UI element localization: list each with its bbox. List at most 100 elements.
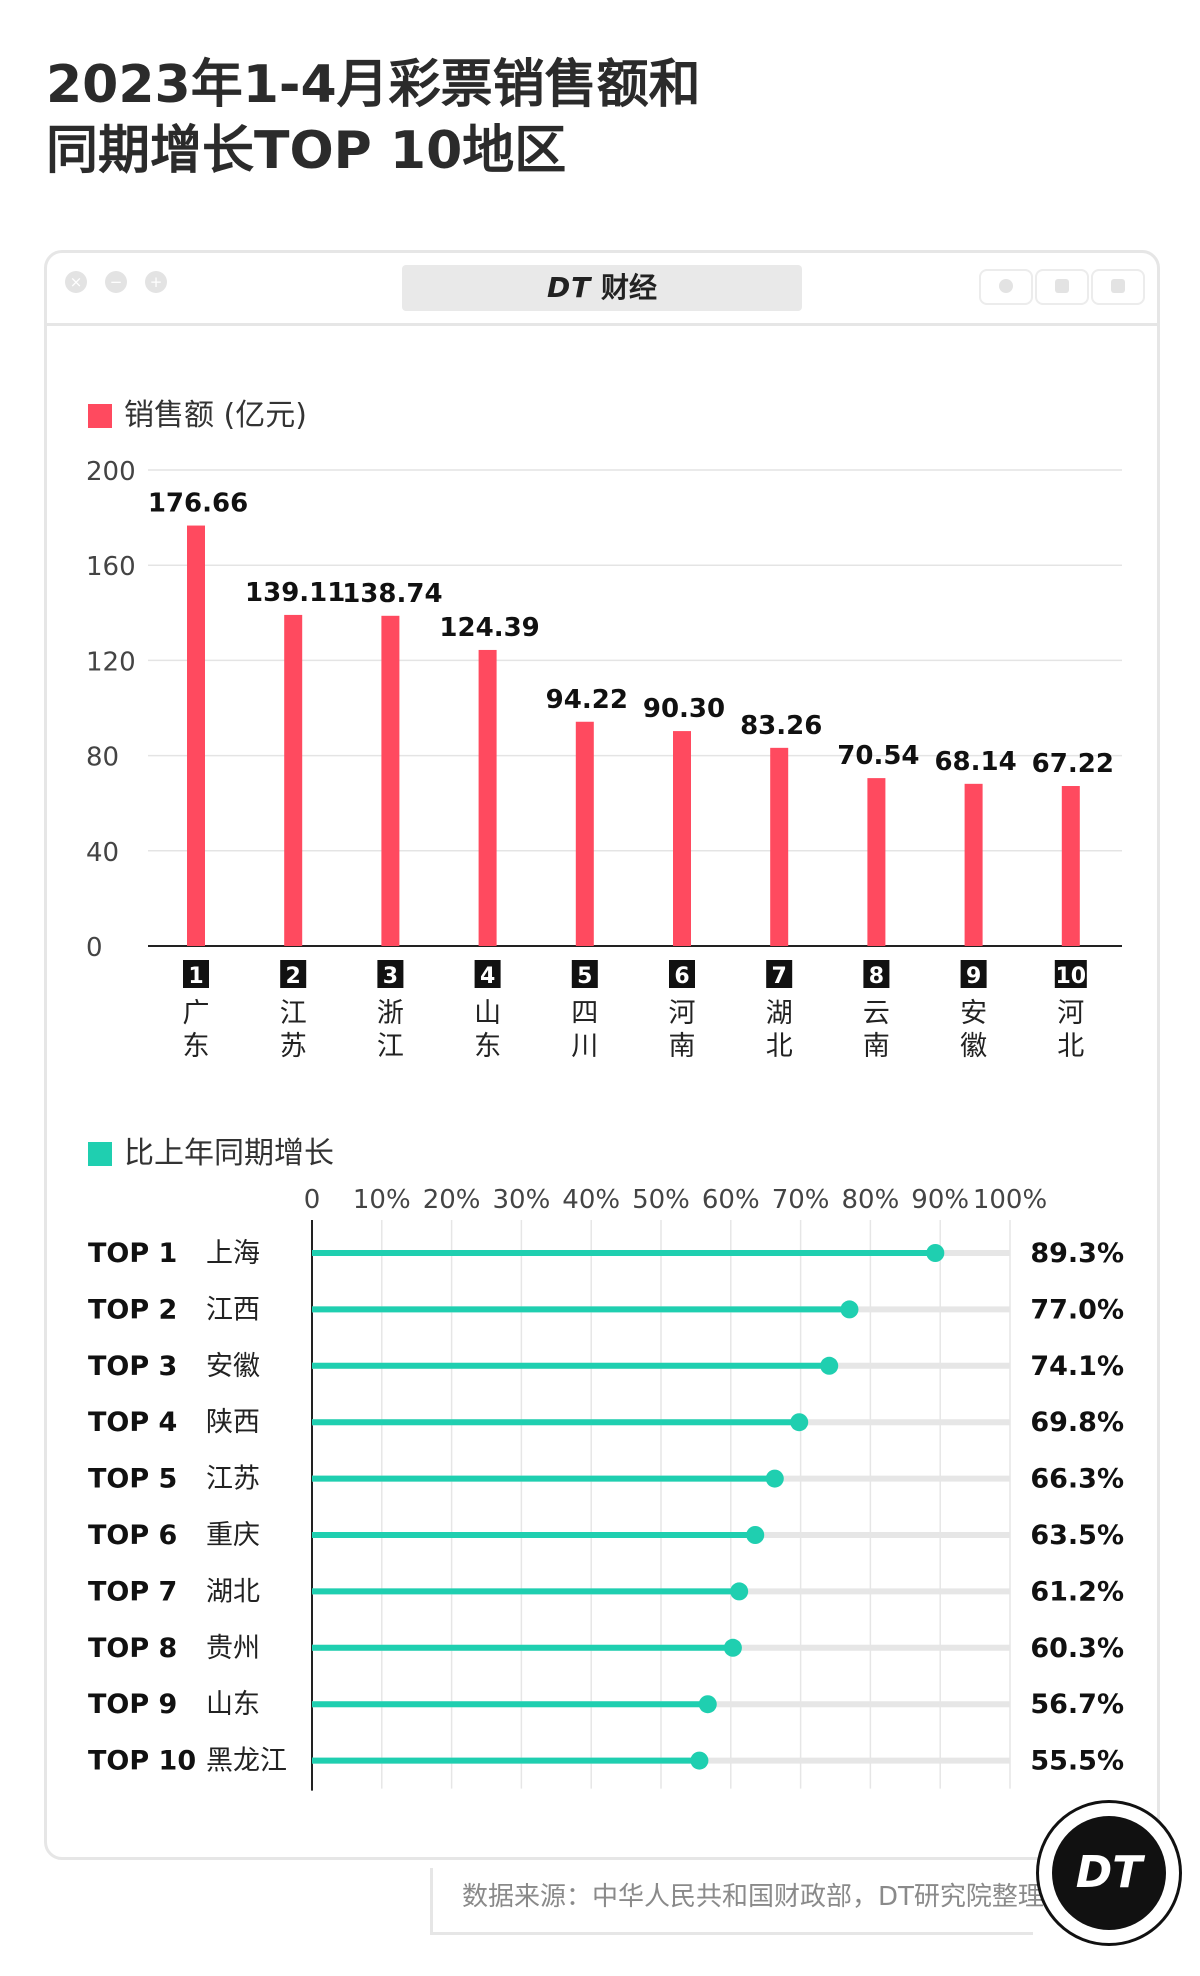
- rank-box: [960, 960, 987, 988]
- growth-value-label: 63.5%: [1030, 1520, 1124, 1551]
- title-line-2: 同期增长TOP 10地区: [46, 121, 567, 181]
- category-label-char: 南: [863, 1031, 890, 1062]
- dt-logo: DT: [546, 271, 592, 304]
- bar-legend-swatch: [88, 404, 112, 428]
- x-tick-label: 30%: [493, 1185, 551, 1215]
- rank-box: [377, 960, 404, 988]
- region-label: 重庆: [206, 1520, 260, 1551]
- bar-value-label: 67.22: [1032, 749, 1114, 779]
- growth-value-label: 56.7%: [1030, 1689, 1124, 1720]
- rank-number: 7: [772, 964, 787, 989]
- source-box: [430, 1868, 1033, 1935]
- lollipop-dot: [746, 1526, 765, 1544]
- rank-label: TOP 7: [88, 1576, 177, 1607]
- region-label: 安徽: [206, 1351, 260, 1382]
- growth-value-label: 66.3%: [1030, 1464, 1124, 1495]
- region-label: 贵州: [206, 1633, 260, 1664]
- rank-box: [766, 960, 793, 988]
- dt-badge: DT: [1036, 1800, 1182, 1946]
- growth-value-label: 77.0%: [1030, 1294, 1124, 1325]
- category-label-char: 北: [766, 1031, 793, 1062]
- bar-value-label: 94.22: [546, 685, 628, 715]
- rank-number: 6: [674, 964, 689, 989]
- lollipop-dot: [790, 1413, 809, 1432]
- y-tick-label: 120: [86, 647, 136, 677]
- bar: [187, 525, 205, 946]
- maximize-icon[interactable]: +: [145, 271, 167, 293]
- rank-label: TOP 4: [88, 1407, 177, 1438]
- x-tick-label: 100%: [973, 1185, 1047, 1215]
- category-label-char: 川: [571, 1031, 598, 1062]
- dt-badge-logo: DT: [1052, 1816, 1166, 1930]
- bar-value-label: 70.54: [837, 741, 919, 771]
- bar: [964, 783, 983, 946]
- share-icon[interactable]: [1035, 269, 1089, 305]
- y-tick-label: 40: [86, 838, 119, 868]
- bar: [1061, 786, 1080, 946]
- minimize-icon[interactable]: −: [105, 271, 127, 293]
- category-label-char: 江: [377, 1031, 404, 1062]
- bar: [867, 778, 886, 946]
- rank-number: 10: [1055, 964, 1086, 989]
- growth-value-label: 55.5%: [1030, 1746, 1124, 1777]
- bar-legend: 销售额 (亿元): [88, 390, 307, 434]
- y-tick-label: 0: [86, 933, 103, 963]
- lollipop-dot: [765, 1469, 784, 1488]
- x-tick-label: 40%: [562, 1185, 620, 1215]
- rank-number: 9: [966, 964, 981, 989]
- region-label: 上海: [206, 1238, 260, 1269]
- record-icon[interactable]: [979, 269, 1033, 305]
- lollipop-dot: [723, 1638, 742, 1657]
- category-label-char: 四: [571, 998, 598, 1029]
- region-label: 江西: [206, 1294, 260, 1325]
- rank-number: 2: [286, 964, 301, 989]
- x-tick-label: 10%: [353, 1185, 411, 1215]
- x-tick-label: 20%: [423, 1185, 481, 1215]
- lollipop-dot: [840, 1300, 859, 1319]
- rank-box: [1054, 960, 1087, 988]
- region-label: 湖北: [206, 1576, 260, 1607]
- bar: [770, 747, 789, 946]
- growth-legend-label: 比上年同期增长: [124, 1136, 334, 1171]
- category-label-char: 江: [280, 998, 307, 1029]
- growth-legend: 比上年同期增长: [88, 1128, 334, 1172]
- bar-value-label: 124.39: [439, 613, 539, 643]
- growth-chart: 0 10% 20% 30% 40% 50% 60% 70% 80% 90% 100% TOP 1 上海 8…: [88, 1185, 1124, 1791]
- bar: [381, 615, 400, 946]
- rank-label: TOP 9: [88, 1689, 177, 1720]
- region-label: 山东: [206, 1689, 260, 1720]
- rank-box: [669, 960, 695, 988]
- category-label-char: 云: [863, 998, 890, 1029]
- copy-icon[interactable]: [1091, 269, 1145, 305]
- rank-label: TOP 1: [88, 1238, 177, 1269]
- category-label-char: 南: [669, 1031, 696, 1062]
- bar-value-label: 176.66: [148, 489, 248, 519]
- window-titlebar: × − + DT 财经: [47, 253, 1157, 326]
- source-note: 数据来源：中华人民共和国财政部，DT研究院整理: [462, 1882, 1044, 1912]
- rank-number: 8: [869, 964, 884, 989]
- y-tick-label: 160: [86, 552, 136, 582]
- bar: [575, 721, 594, 946]
- category-label-char: 东: [474, 1031, 501, 1062]
- category-label-char: 山: [474, 998, 501, 1029]
- bar-value-label: 90.30: [643, 694, 725, 724]
- category-label-char: 苏: [280, 1031, 307, 1062]
- rank-label: TOP 10: [88, 1746, 196, 1777]
- lollipop-dot: [926, 1244, 945, 1262]
- growth-legend-swatch: [88, 1142, 112, 1166]
- bar-legend-label: 销售额 (亿元): [124, 398, 307, 433]
- growth-value-label: 74.1%: [1030, 1351, 1124, 1382]
- rank-box: [863, 960, 890, 988]
- chart-title: 2023年1-4月彩票销售额和 同期增长TOP 10地区: [46, 52, 701, 184]
- rank-box: [183, 960, 209, 988]
- x-tick-label: 0: [304, 1185, 321, 1215]
- bar-value-label: 68.14: [934, 747, 1016, 777]
- region-label: 黑龙江: [206, 1746, 287, 1777]
- close-icon[interactable]: ×: [65, 271, 87, 293]
- rank-label: TOP 6: [88, 1520, 177, 1551]
- x-tick-label: 50%: [632, 1185, 690, 1215]
- x-tick-label: 60%: [702, 1185, 760, 1215]
- rank-box: [571, 960, 598, 988]
- bar: [478, 649, 497, 946]
- category-label-char: 河: [669, 998, 696, 1029]
